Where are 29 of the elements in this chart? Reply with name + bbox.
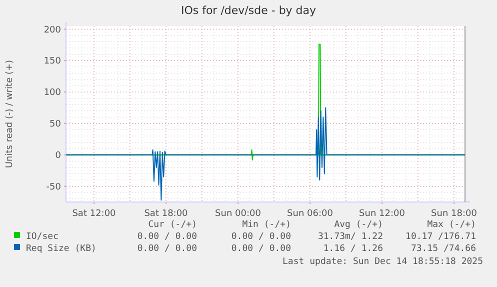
text: Cur (-/+) <box>148 220 197 230</box>
text: 73.15 /74.66 <box>410 244 476 254</box>
legend-label: Req Size (KB) <box>26 244 96 254</box>
text: Avg (-/+) <box>334 220 383 230</box>
text: 31.73m/ 1.22 <box>318 232 383 242</box>
text: Last update: Sun Dec 14 18:55:18 2025 <box>282 257 483 267</box>
legend-label: IO/sec <box>26 232 59 242</box>
y-tick-label: 150 <box>44 56 62 67</box>
text: 1.16 / 1.26 <box>323 244 383 254</box>
y-tick-label: 50 <box>50 120 62 130</box>
text: Min (-/+) <box>242 220 291 230</box>
x-tick-label: Sun 06:00 <box>287 209 334 219</box>
chart-title: IOs for /dev/sde - by day <box>180 4 317 17</box>
y-axis-title: Units read (-) / write (+) <box>5 60 15 168</box>
y-tick-label: 100 <box>44 88 62 98</box>
x-tick-label: Sat 12:00 <box>72 209 116 219</box>
text: Max (-/+) <box>427 220 476 230</box>
x-tick-label: Sun 00:00 <box>215 209 262 219</box>
text: 10.17 /176.71 <box>406 232 476 242</box>
x-tick-label: Sun 18:00 <box>431 209 478 219</box>
y-tick-label: 200 <box>44 25 62 36</box>
x-tick-label: Sun 12:00 <box>359 209 406 219</box>
text: 0.00 / 0.00 <box>231 232 291 242</box>
y-tick-label: 0 <box>55 151 62 162</box>
x-tick-label: Sat 18:00 <box>144 209 188 219</box>
text: 0.00 / 0.00 <box>231 244 291 254</box>
text: 0.00 / 0.00 <box>137 244 197 254</box>
y-tick-label: -50 <box>46 182 62 192</box>
text: 0.00 / 0.00 <box>137 232 197 242</box>
